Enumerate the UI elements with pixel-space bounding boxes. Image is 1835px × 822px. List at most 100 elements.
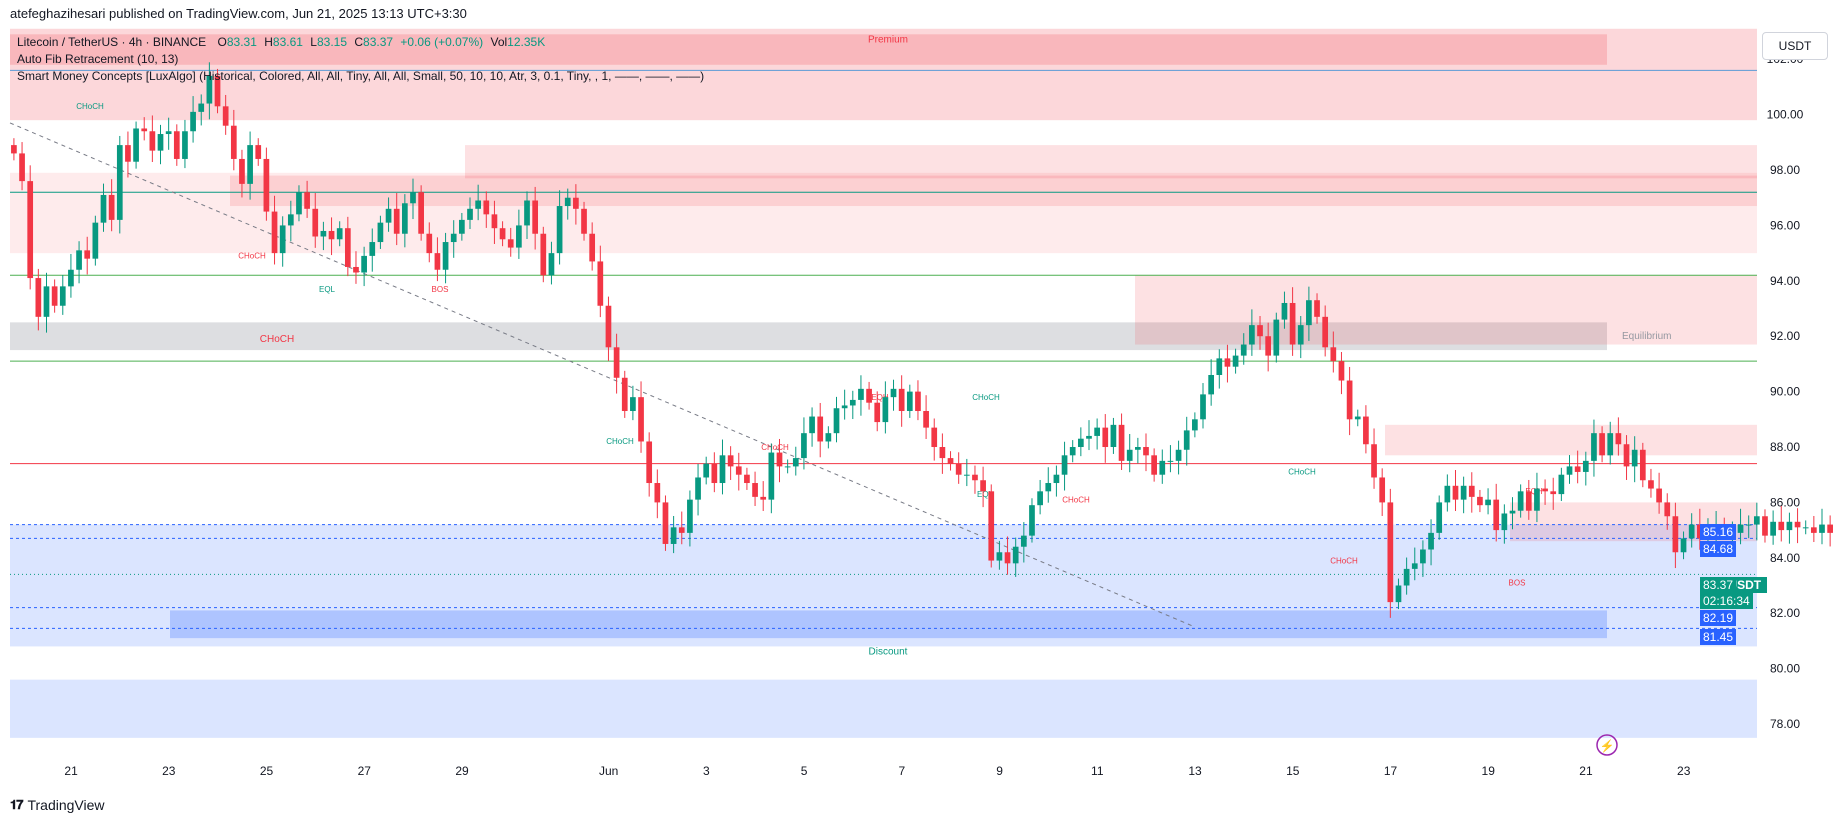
candle-body-219 bbox=[1794, 521, 1801, 528]
candle-body-194 bbox=[1591, 433, 1597, 461]
candle-body-19 bbox=[165, 131, 172, 135]
x-tick-1: 23 bbox=[162, 764, 176, 778]
chart-legend: Litecoin / TetherUS · 4h · BINANCE O83.3… bbox=[17, 34, 704, 85]
candle-body-217 bbox=[1778, 521, 1785, 531]
candle-body-40 bbox=[336, 228, 343, 240]
legend-close-label: C bbox=[354, 35, 364, 49]
candle-body-96 bbox=[792, 458, 799, 467]
y-tick-12: 78.00 bbox=[1770, 717, 1800, 731]
candle-body-191 bbox=[1566, 466, 1573, 475]
candle-body-137 bbox=[1126, 449, 1133, 461]
candle-body-69 bbox=[573, 197, 579, 209]
candle-body-182 bbox=[1493, 499, 1500, 531]
candle-body-165 bbox=[1354, 416, 1361, 420]
candle-body-187 bbox=[1534, 488, 1540, 511]
candle-body-167 bbox=[1371, 444, 1377, 478]
candle-body-90 bbox=[744, 474, 750, 484]
candle-body-80 bbox=[662, 502, 669, 544]
candle-body-196 bbox=[1607, 433, 1614, 456]
candle-body-98 bbox=[809, 416, 815, 434]
x-tick-9: 9 bbox=[996, 764, 1003, 778]
candle-body-153 bbox=[1257, 325, 1263, 337]
trend-line bbox=[9, 122, 1196, 628]
y-tick-6: 90.00 bbox=[1770, 385, 1800, 399]
y-tick-9: 84.00 bbox=[1770, 551, 1800, 565]
candle-body-16 bbox=[141, 128, 148, 132]
candle-body-47 bbox=[393, 208, 400, 234]
candle-body-83 bbox=[687, 499, 693, 533]
legend-symbol[interactable]: Litecoin / TetherUS · 4h · BINANCE bbox=[17, 35, 207, 49]
candle-body-213 bbox=[1745, 524, 1752, 526]
countdown-tag: 02:16:34 bbox=[1700, 593, 1753, 609]
candle-body-43 bbox=[361, 255, 367, 273]
candle-body-33 bbox=[279, 225, 286, 254]
candle-body-99 bbox=[817, 416, 824, 442]
candle-body-141 bbox=[1159, 460, 1166, 475]
candle-body-31 bbox=[263, 158, 270, 212]
candle-body-192 bbox=[1574, 466, 1581, 472]
candle-body-73 bbox=[605, 305, 612, 348]
candle-body-89 bbox=[735, 466, 742, 475]
candle-body-131 bbox=[1077, 438, 1084, 448]
candle-body-102 bbox=[841, 405, 848, 409]
candle-body-180 bbox=[1477, 496, 1483, 506]
candle-body-84 bbox=[695, 477, 701, 500]
equilibrium-zone bbox=[10, 322, 1607, 351]
candle-body-14 bbox=[125, 145, 131, 162]
candle-body-105 bbox=[866, 388, 872, 403]
candle-body-176 bbox=[1444, 485, 1451, 503]
candle-body-32 bbox=[271, 211, 278, 254]
candle-body-140 bbox=[1151, 455, 1157, 475]
candle-body-63 bbox=[524, 200, 530, 226]
candle-body-151 bbox=[1240, 344, 1247, 356]
candle-body-155 bbox=[1273, 319, 1280, 356]
legend-indicator-smc[interactable]: Smart Money Concepts [LuxAlgo] (Historic… bbox=[17, 69, 705, 83]
candle-body-11 bbox=[100, 194, 107, 223]
candle-body-178 bbox=[1460, 485, 1467, 500]
candle-body-58 bbox=[483, 200, 490, 215]
y-tick-2: 98.00 bbox=[1770, 163, 1800, 177]
candle-body-171 bbox=[1403, 568, 1410, 586]
candle-body-119 bbox=[980, 480, 986, 492]
x-tick-15: 21 bbox=[1579, 764, 1593, 778]
candle-body-3 bbox=[35, 278, 42, 317]
candle-body-145 bbox=[1192, 419, 1198, 431]
legend-volume: 12.35K bbox=[507, 35, 546, 49]
candle-body-70 bbox=[581, 208, 587, 234]
candle-body-175 bbox=[1436, 502, 1443, 533]
candle-body-92 bbox=[760, 496, 767, 500]
candle-body-57 bbox=[475, 200, 481, 209]
structure-label-0: CHoCH bbox=[76, 102, 104, 111]
candle-body-55 bbox=[459, 219, 465, 234]
candle-body-35 bbox=[296, 192, 302, 215]
alert-icon bbox=[1596, 734, 1618, 756]
candle-body-87 bbox=[719, 455, 726, 484]
alert-glyph-icon: ⚡ bbox=[1600, 739, 1615, 753]
y-tick-10: 82.00 bbox=[1770, 606, 1800, 620]
price-tag-84-68: 84.68 bbox=[1700, 541, 1737, 557]
candle-body-207 bbox=[1696, 524, 1703, 539]
legend-indicator-fib[interactable]: Auto Fib Retracement (10, 13) bbox=[17, 52, 179, 66]
tradingview-footer[interactable]: 𝟏𝟕 TradingView bbox=[10, 797, 105, 813]
candle-body-94 bbox=[776, 452, 783, 467]
candle-body-170 bbox=[1395, 585, 1402, 603]
candle-body-146 bbox=[1200, 394, 1206, 420]
candle-body-103 bbox=[849, 399, 856, 406]
currency-button[interactable]: USDT bbox=[1762, 32, 1828, 60]
discount-lower-zone bbox=[10, 679, 1757, 738]
structure-label-12: CHoCH bbox=[1330, 556, 1358, 565]
candle-body-162 bbox=[1330, 347, 1337, 362]
structure-label-7: EQH bbox=[871, 393, 889, 402]
candle-body-117 bbox=[963, 474, 970, 476]
candle-body-158 bbox=[1297, 325, 1304, 345]
candle-body-185 bbox=[1517, 491, 1524, 511]
candle-body-118 bbox=[972, 474, 978, 481]
candle-body-161 bbox=[1322, 316, 1329, 348]
candle-body-149 bbox=[1224, 358, 1231, 367]
candle-body-174 bbox=[1428, 532, 1434, 550]
x-tick-12: 15 bbox=[1286, 764, 1300, 778]
order-block-0 bbox=[465, 145, 1757, 179]
candle-body-160 bbox=[1314, 300, 1320, 317]
candle-body-0 bbox=[11, 145, 17, 154]
